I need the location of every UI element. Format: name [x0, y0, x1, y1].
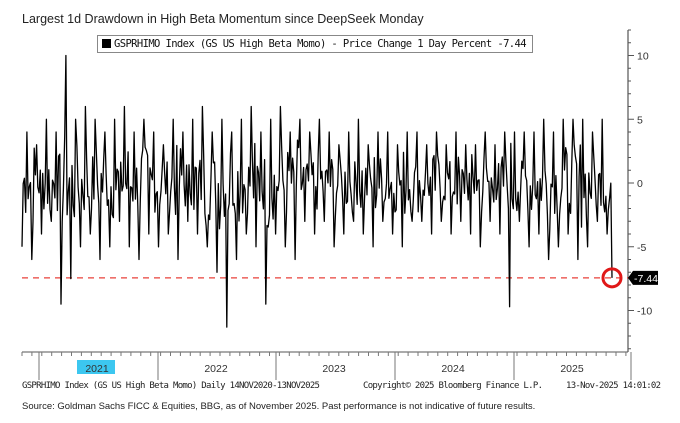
- chart-title: Largest 1d Drawdown in High Beta Momentu…: [22, 12, 424, 26]
- y-tick-label: 0: [637, 178, 643, 190]
- highlight-mark: [77, 360, 115, 374]
- x-tick-label: 2025: [560, 363, 584, 375]
- last-value-tag: [628, 270, 658, 285]
- highlight-circle: [601, 267, 623, 289]
- x-tick-label: 2022: [204, 363, 228, 375]
- legend-swatch: [102, 39, 111, 48]
- source-note: Source: Goldman Sachs FICC & Equities, B…: [22, 401, 536, 412]
- y-tick-label: 10: [637, 51, 649, 63]
- x-tick-label: 2023: [322, 363, 346, 375]
- x-tick-label: 2024: [441, 363, 465, 375]
- last-value-label: -7.44: [634, 273, 658, 285]
- footer-timestamp: 13-Nov-2025 14:01:02: [566, 381, 661, 391]
- footer-series-info: GSPRHIMO Index (GS US High Beta Momo) Da…: [22, 381, 320, 391]
- legend-label: GSPRHIMO Index (GS US High Beta Momo) - …: [114, 38, 527, 50]
- x-tick-label: 2021: [85, 363, 109, 375]
- y-tick-label: -10: [637, 306, 652, 318]
- y-tick-label: -5: [637, 242, 646, 254]
- series-line: [21, 54, 613, 328]
- legend: GSPRHIMO Index (GS US High Beta Momo) - …: [97, 35, 533, 53]
- y-tick-label: 5: [637, 114, 643, 126]
- footer-copyright: Copyright© 2025 Bloomberg Finance L.P.: [363, 381, 543, 391]
